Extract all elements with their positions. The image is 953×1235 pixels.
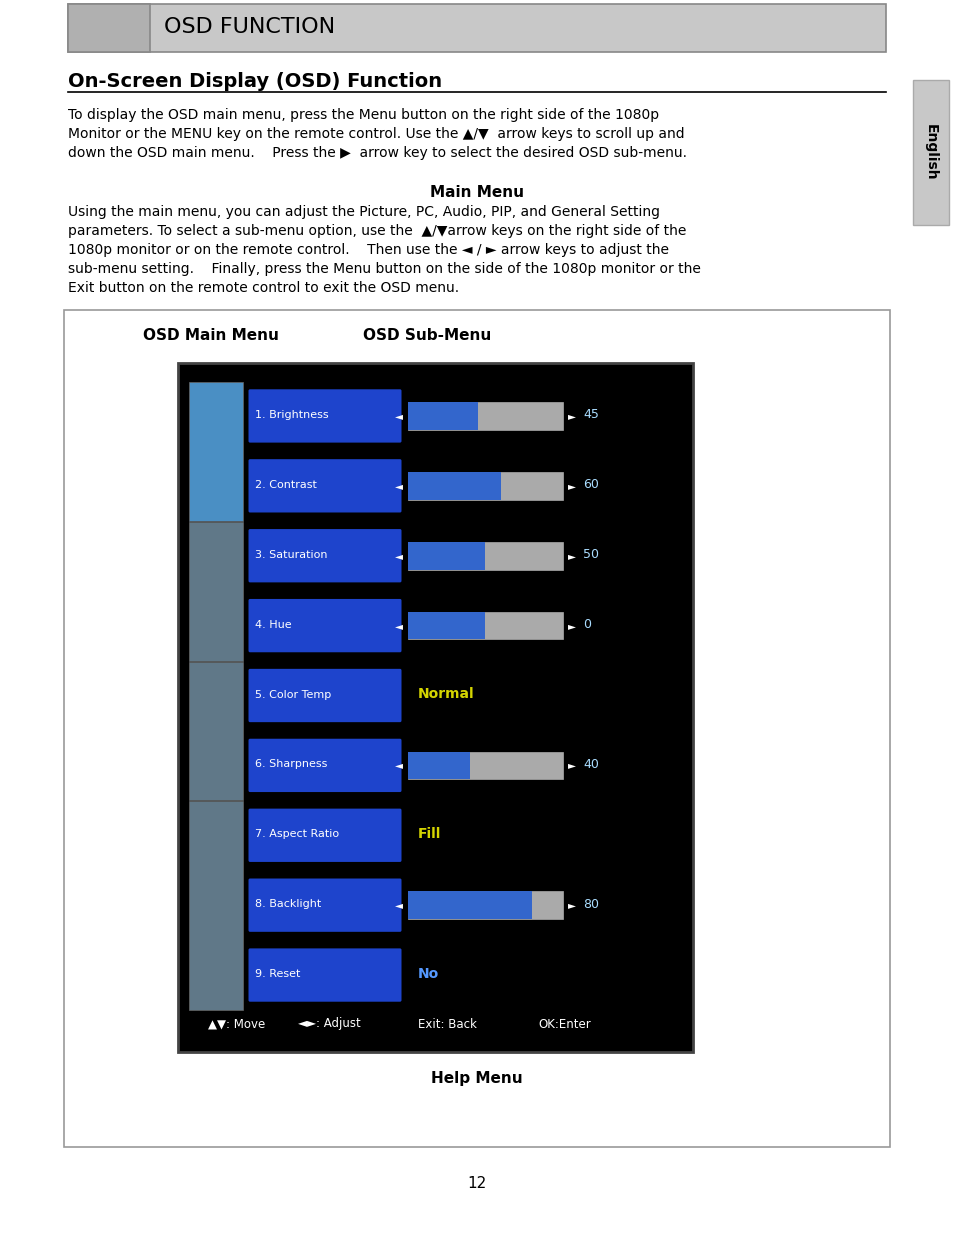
Text: OSD FUNCTION: OSD FUNCTION — [164, 17, 335, 37]
Bar — [408, 472, 562, 500]
FancyBboxPatch shape — [248, 739, 401, 792]
FancyBboxPatch shape — [248, 599, 401, 652]
Bar — [408, 752, 470, 779]
Text: 4. Hue: 4. Hue — [254, 620, 292, 630]
Text: English: English — [923, 125, 937, 180]
Text: ◄: ◄ — [395, 761, 402, 771]
Bar — [408, 892, 532, 919]
Text: 9. Reset: 9. Reset — [254, 969, 300, 979]
Bar — [408, 472, 500, 500]
Text: ►: ► — [567, 621, 576, 631]
Text: ►: ► — [567, 900, 576, 910]
FancyBboxPatch shape — [248, 878, 401, 932]
Text: down the OSD main menu.    Press the ▶  arrow key to select the desired OSD sub-: down the OSD main menu. Press the ▶ arro… — [68, 146, 686, 161]
Text: ▲▼: Move: ▲▼: Move — [208, 1018, 265, 1030]
Text: Help Menu: Help Menu — [431, 1072, 522, 1087]
Text: Exit: Back: Exit: Back — [417, 1018, 476, 1030]
Text: No: No — [417, 967, 438, 981]
Text: ◄: ◄ — [395, 411, 402, 421]
FancyBboxPatch shape — [248, 948, 401, 1002]
Bar — [408, 542, 485, 569]
Text: On-Screen Display (OSD) Function: On-Screen Display (OSD) Function — [68, 72, 441, 91]
Text: To display the OSD main menu, press the Menu button on the right side of the 108: To display the OSD main menu, press the … — [68, 107, 659, 122]
FancyBboxPatch shape — [189, 382, 243, 521]
FancyBboxPatch shape — [68, 4, 150, 52]
Text: 0: 0 — [582, 618, 590, 631]
Text: ►: ► — [567, 761, 576, 771]
Text: OSD Sub-Menu: OSD Sub-Menu — [363, 329, 491, 343]
FancyBboxPatch shape — [189, 662, 243, 800]
Text: ►: ► — [567, 480, 576, 490]
Text: Monitor or the MENU key on the remote control. Use the ▲/▼  arrow keys to scroll: Monitor or the MENU key on the remote co… — [68, 127, 684, 141]
Text: ◄: ◄ — [395, 621, 402, 631]
Text: ◄: ◄ — [395, 480, 402, 490]
Text: ◄: ◄ — [395, 900, 402, 910]
FancyBboxPatch shape — [912, 80, 948, 225]
Text: ►: ► — [567, 551, 576, 561]
Text: 8. Backlight: 8. Backlight — [254, 899, 321, 909]
Text: ►: ► — [567, 411, 576, 421]
Bar — [408, 542, 562, 569]
FancyBboxPatch shape — [189, 521, 243, 661]
Text: 2. Contrast: 2. Contrast — [254, 480, 316, 490]
Bar — [408, 611, 485, 640]
Bar — [408, 752, 562, 779]
FancyBboxPatch shape — [68, 4, 885, 52]
Text: OK:Enter: OK:Enter — [537, 1018, 590, 1030]
Text: OSD Main Menu: OSD Main Menu — [143, 329, 278, 343]
Text: 80: 80 — [582, 898, 598, 910]
FancyBboxPatch shape — [248, 669, 401, 722]
Bar — [408, 403, 562, 430]
Text: 1. Brightness: 1. Brightness — [254, 410, 328, 420]
Text: Main Menu: Main Menu — [430, 185, 523, 200]
Text: sub-menu setting.    Finally, press the Menu button on the side of the 1080p mon: sub-menu setting. Finally, press the Men… — [68, 262, 700, 275]
FancyBboxPatch shape — [248, 459, 401, 513]
Text: Normal: Normal — [417, 688, 475, 701]
Bar — [408, 892, 562, 919]
Text: 45: 45 — [582, 409, 598, 421]
Text: 50: 50 — [582, 548, 598, 561]
Text: parameters. To select a sub-menu option, use the  ▲/▼arrow keys on the right sid: parameters. To select a sub-menu option,… — [68, 224, 685, 238]
Text: 12: 12 — [467, 1176, 486, 1191]
FancyBboxPatch shape — [178, 363, 692, 1052]
Text: ◄►: Adjust: ◄►: Adjust — [297, 1018, 360, 1030]
Text: 3. Saturation: 3. Saturation — [254, 550, 327, 559]
Text: Exit button on the remote control to exit the OSD menu.: Exit button on the remote control to exi… — [68, 282, 458, 295]
Text: 40: 40 — [582, 758, 598, 771]
Bar — [408, 403, 477, 430]
Text: 60: 60 — [582, 478, 598, 492]
FancyBboxPatch shape — [248, 529, 401, 583]
Text: Using the main menu, you can adjust the Picture, PC, Audio, PIP, and General Set: Using the main menu, you can adjust the … — [68, 205, 659, 219]
FancyBboxPatch shape — [248, 809, 401, 862]
Text: 6. Sharpness: 6. Sharpness — [254, 760, 327, 769]
Bar — [408, 611, 562, 640]
Text: 7. Aspect Ratio: 7. Aspect Ratio — [254, 829, 338, 840]
Text: 1080p monitor or on the remote control.    Then use the ◄ / ► arrow keys to adju: 1080p monitor or on the remote control. … — [68, 243, 668, 257]
Text: 5. Color Temp: 5. Color Temp — [254, 689, 331, 699]
FancyBboxPatch shape — [189, 802, 243, 1010]
FancyBboxPatch shape — [248, 389, 401, 442]
Text: Fill: Fill — [417, 827, 441, 841]
FancyBboxPatch shape — [64, 310, 889, 1147]
Text: ◄: ◄ — [395, 551, 402, 561]
